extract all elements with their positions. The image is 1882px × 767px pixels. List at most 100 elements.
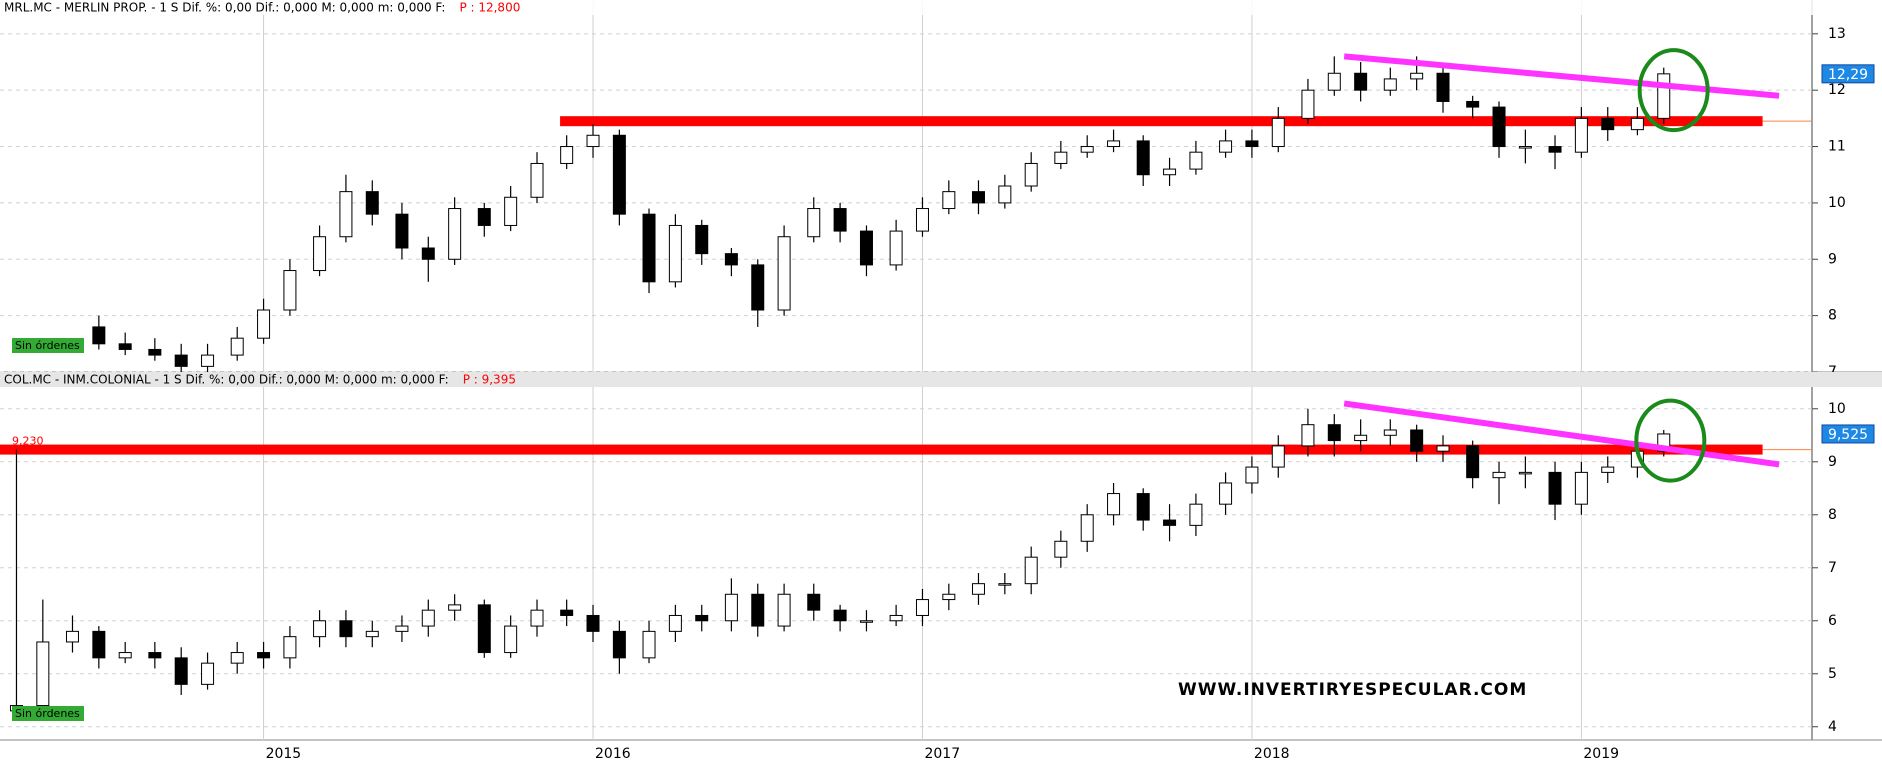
candle-body xyxy=(915,599,929,616)
candle-body xyxy=(724,253,738,266)
candle-body xyxy=(36,641,50,707)
candle-body xyxy=(586,134,600,148)
candle-body xyxy=(339,191,353,238)
candle-body xyxy=(695,614,709,622)
watermark: WWW.INVERTIRYESPECULAR.COM xyxy=(1178,680,1527,700)
candle-body xyxy=(1245,140,1259,148)
candle-body xyxy=(942,191,956,210)
candle-body xyxy=(448,604,462,611)
y-tick-label: 6 xyxy=(1828,613,1837,629)
candle-body xyxy=(1630,117,1644,131)
candle-body xyxy=(1518,471,1532,475)
candle-body xyxy=(283,270,297,311)
last-price-label: 12,29 xyxy=(1828,67,1868,83)
y-tick-label: 9 xyxy=(1828,251,1837,267)
support-line xyxy=(0,444,1763,455)
candle-body xyxy=(1466,100,1480,108)
candle-body xyxy=(642,213,656,283)
y-tick-label: 8 xyxy=(1828,308,1837,324)
candle-body xyxy=(1219,482,1233,505)
candle-body xyxy=(1189,503,1203,526)
candle-body xyxy=(1383,429,1397,436)
candle-body xyxy=(1601,117,1615,131)
candle-body xyxy=(201,662,215,685)
candle-body xyxy=(1327,72,1341,91)
candle-body xyxy=(283,636,297,659)
candle-body xyxy=(1492,471,1506,479)
candle-body xyxy=(92,326,106,345)
highlight-circle xyxy=(1637,48,1710,133)
candle-body xyxy=(560,609,574,616)
header-bar xyxy=(0,372,1882,387)
candle-body xyxy=(421,609,435,627)
plot xyxy=(92,53,1812,372)
y-tick-label: 8 xyxy=(1828,507,1837,523)
orders-box xyxy=(12,338,84,353)
candle-body xyxy=(118,652,132,659)
support-label: 9,230 xyxy=(12,435,44,448)
y-tick-label: 11 xyxy=(1828,139,1846,155)
y-tick-label: 10 xyxy=(1828,195,1846,211)
trend-line xyxy=(1343,400,1780,468)
candle-body xyxy=(586,614,600,632)
candle-body xyxy=(1080,514,1094,542)
candle-body xyxy=(1436,445,1450,452)
panel-header: MRL.MC - MERLIN PROP. - 1 S Dif. %: 0,00… xyxy=(4,1,445,15)
candle-body xyxy=(668,614,682,632)
orders-label: Sin órdenes xyxy=(15,707,80,720)
candle-body xyxy=(530,162,544,198)
highlight-circle xyxy=(1634,398,1707,483)
y-tick-label: 13 xyxy=(1828,26,1846,42)
candle-body xyxy=(148,348,162,356)
candle-body xyxy=(971,191,985,204)
x-tick-label: 2019 xyxy=(1583,746,1619,762)
candle-body xyxy=(1054,540,1068,558)
candle-body xyxy=(807,593,821,611)
candle-body xyxy=(1466,445,1480,479)
y-tick-label: 9 xyxy=(1828,454,1837,470)
candle-body xyxy=(1354,72,1368,91)
candle-body xyxy=(65,630,79,643)
candle-body xyxy=(1080,146,1094,153)
candle-body xyxy=(612,630,626,659)
candle-body xyxy=(612,134,626,215)
candle-body xyxy=(365,630,379,638)
candle-body xyxy=(668,224,682,283)
candle-body xyxy=(859,620,873,623)
candle-body xyxy=(339,620,353,638)
candle-body xyxy=(942,593,956,601)
candle-body xyxy=(751,593,765,627)
candle-body xyxy=(1574,117,1588,153)
candle-body xyxy=(257,652,271,659)
candle-body xyxy=(777,236,791,311)
candle-body xyxy=(833,208,847,232)
support-line xyxy=(560,116,1763,127)
candle-body xyxy=(1492,106,1506,148)
orders-box xyxy=(12,706,84,721)
candle-body xyxy=(1301,89,1315,119)
candle-body xyxy=(889,230,903,266)
candle-body xyxy=(201,354,215,367)
candle-body xyxy=(807,208,821,238)
candle-body xyxy=(1219,140,1233,153)
candle-body xyxy=(833,609,847,622)
candle-body xyxy=(477,604,491,654)
candle-body xyxy=(1271,117,1285,148)
candle-body xyxy=(1136,493,1150,521)
candle-body xyxy=(777,593,791,627)
candle-body xyxy=(1163,519,1177,526)
candle-body xyxy=(1163,168,1177,176)
candle-body xyxy=(1601,466,1615,473)
candle-body xyxy=(92,630,106,659)
candle-body xyxy=(1271,445,1285,468)
candle-body xyxy=(395,213,409,249)
candle-body xyxy=(971,583,985,595)
y-tick-label: 4 xyxy=(1828,719,1837,735)
y-tick-label: 5 xyxy=(1828,666,1837,682)
y-tick-label: 12 xyxy=(1828,82,1846,98)
candle-body xyxy=(642,630,656,659)
candle-body xyxy=(1245,466,1259,484)
candle-body xyxy=(1054,151,1068,164)
orders-label: Sin órdenes xyxy=(15,339,80,352)
